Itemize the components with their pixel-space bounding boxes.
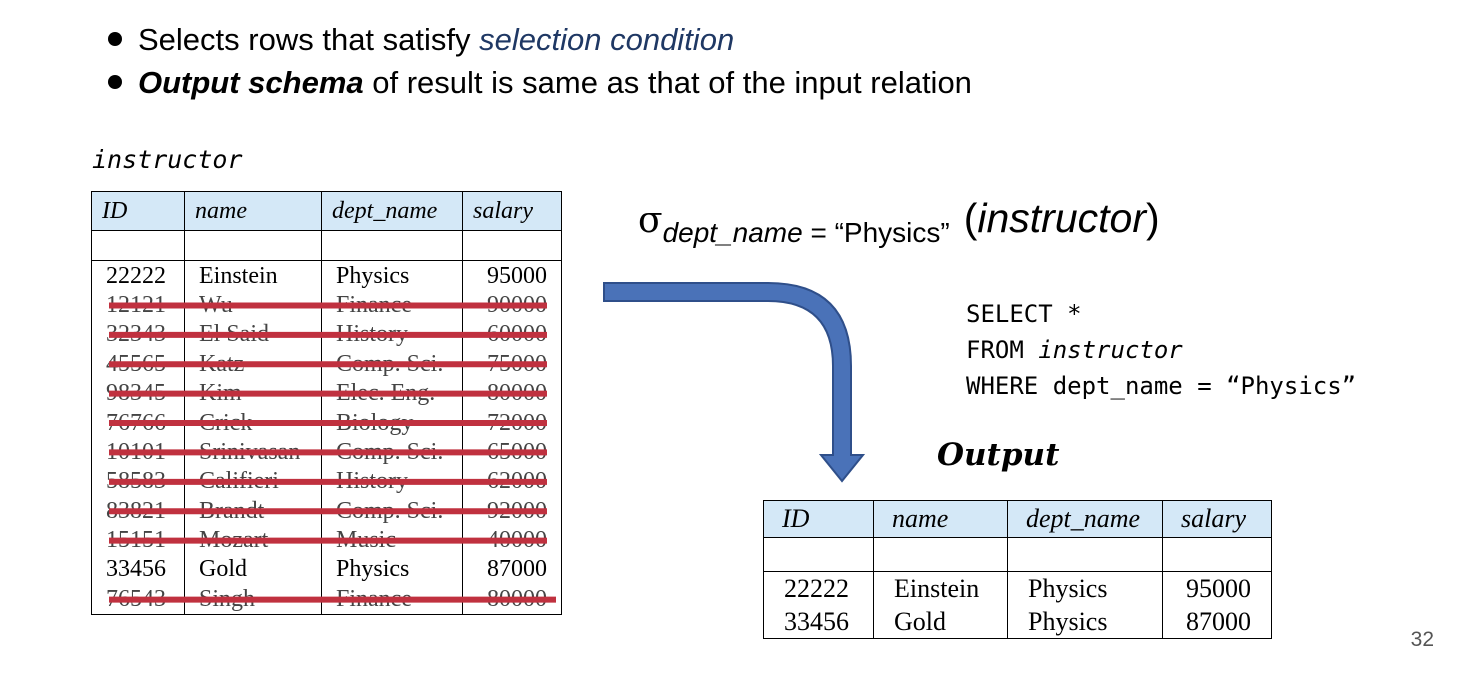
cell-salary: 87000 [462, 555, 562, 585]
cell-salary: 95000 [1162, 571, 1272, 605]
table-row: 22222 Einstein Physics 95000 [91, 260, 562, 291]
column-header-name: name [184, 191, 322, 231]
column-header-salary: salary [1162, 500, 1272, 538]
table-row: 33456 Gold Physics 87000 [763, 605, 1272, 639]
column-header-salary: salary [462, 191, 562, 231]
output-table: ID name dept_name salary 22222 Einstein Ph… [763, 500, 1272, 639]
cell-salary: 87000 [1162, 605, 1272, 639]
instructor-label: instructor [92, 145, 243, 174]
expression-relation: instructor [977, 195, 1146, 241]
output-schema-term: Output schema [138, 65, 364, 100]
table-header-row: ID name dept_name salary [91, 191, 562, 231]
gap-cell [321, 230, 463, 262]
cell-name: Einstein [873, 571, 1008, 605]
gap-cell [873, 537, 1008, 572]
column-header-dept-name: dept_name [321, 191, 463, 231]
selection-condition-term: selection condition [479, 22, 735, 57]
column-header-id: ID [763, 500, 874, 538]
header-gap-row [763, 537, 1272, 572]
bullet-text: of result is same as that of the input r… [363, 65, 972, 100]
expression-argument: (instructor) [963, 195, 1160, 241]
table-header-row: ID name dept_name salary [763, 500, 1272, 538]
cell-id: 33456 [763, 605, 874, 639]
bullet-text: Selects rows that satisfy [138, 22, 480, 57]
cell-id: 22222 [91, 260, 185, 291]
predicate-value: = “Physics” [802, 217, 950, 248]
cell-name: Gold [184, 555, 322, 585]
gap-cell [91, 230, 185, 262]
bullet-list: Selects rows that satisfy selection cond… [105, 18, 972, 104]
cell-id: 32343 [91, 320, 185, 350]
gap-cell [1007, 537, 1163, 572]
cell-dept-name: Physics [321, 260, 463, 291]
header-gap-row [91, 230, 562, 262]
selection-expression: σdept_name = “Physics” (instructor) [638, 195, 1160, 248]
sql-from-relation: instructor [1038, 336, 1183, 364]
table-row: 22222 Einstein Physics 95000 [763, 571, 1272, 605]
cell-dept-name: Physics [1007, 605, 1163, 639]
output-table-body: 22222 Einstein Physics 95000 33456 Gold Physic… [763, 537, 1272, 639]
column-header-id: ID [91, 191, 185, 231]
sql-from-keyword: FROM [966, 336, 1039, 364]
page-number: 32 [1410, 628, 1434, 651]
cell-name: Einstein [184, 260, 322, 291]
gap-cell [462, 230, 562, 262]
cell-id: 33456 [91, 555, 185, 585]
bullet-output-schema: Output schema of result is same as that … [105, 61, 972, 104]
gap-cell [1162, 537, 1272, 572]
sql-where-line: WHERE dept_name = “Physics” [966, 372, 1357, 400]
table-row: 33456 Gold Physics 87000 [91, 555, 562, 585]
curved-arrow-shape [603, 282, 866, 483]
output-label: Output [937, 437, 1060, 473]
sigma-symbol: σ [638, 200, 663, 241]
sql-select-line: SELECT * [966, 300, 1082, 328]
bullet-selects-rows: Selects rows that satisfy selection cond… [105, 18, 972, 61]
gap-cell [184, 230, 322, 262]
sql-query: SELECT * FROM instructor WHERE dept_name… [966, 296, 1356, 404]
gap-cell [763, 537, 874, 572]
predicate-attribute: dept_name [662, 217, 803, 248]
cell-name: Gold [873, 605, 1008, 639]
cell-id: 22222 [763, 571, 874, 605]
cell-dept-name: Physics [321, 555, 463, 585]
selection-predicate: dept_name = “Physics” [663, 217, 950, 248]
cell-salary: 95000 [462, 260, 562, 291]
column-header-dept-name: dept_name [1007, 500, 1163, 538]
column-header-name: name [873, 500, 1008, 538]
cell-dept-name: Physics [1007, 571, 1163, 605]
